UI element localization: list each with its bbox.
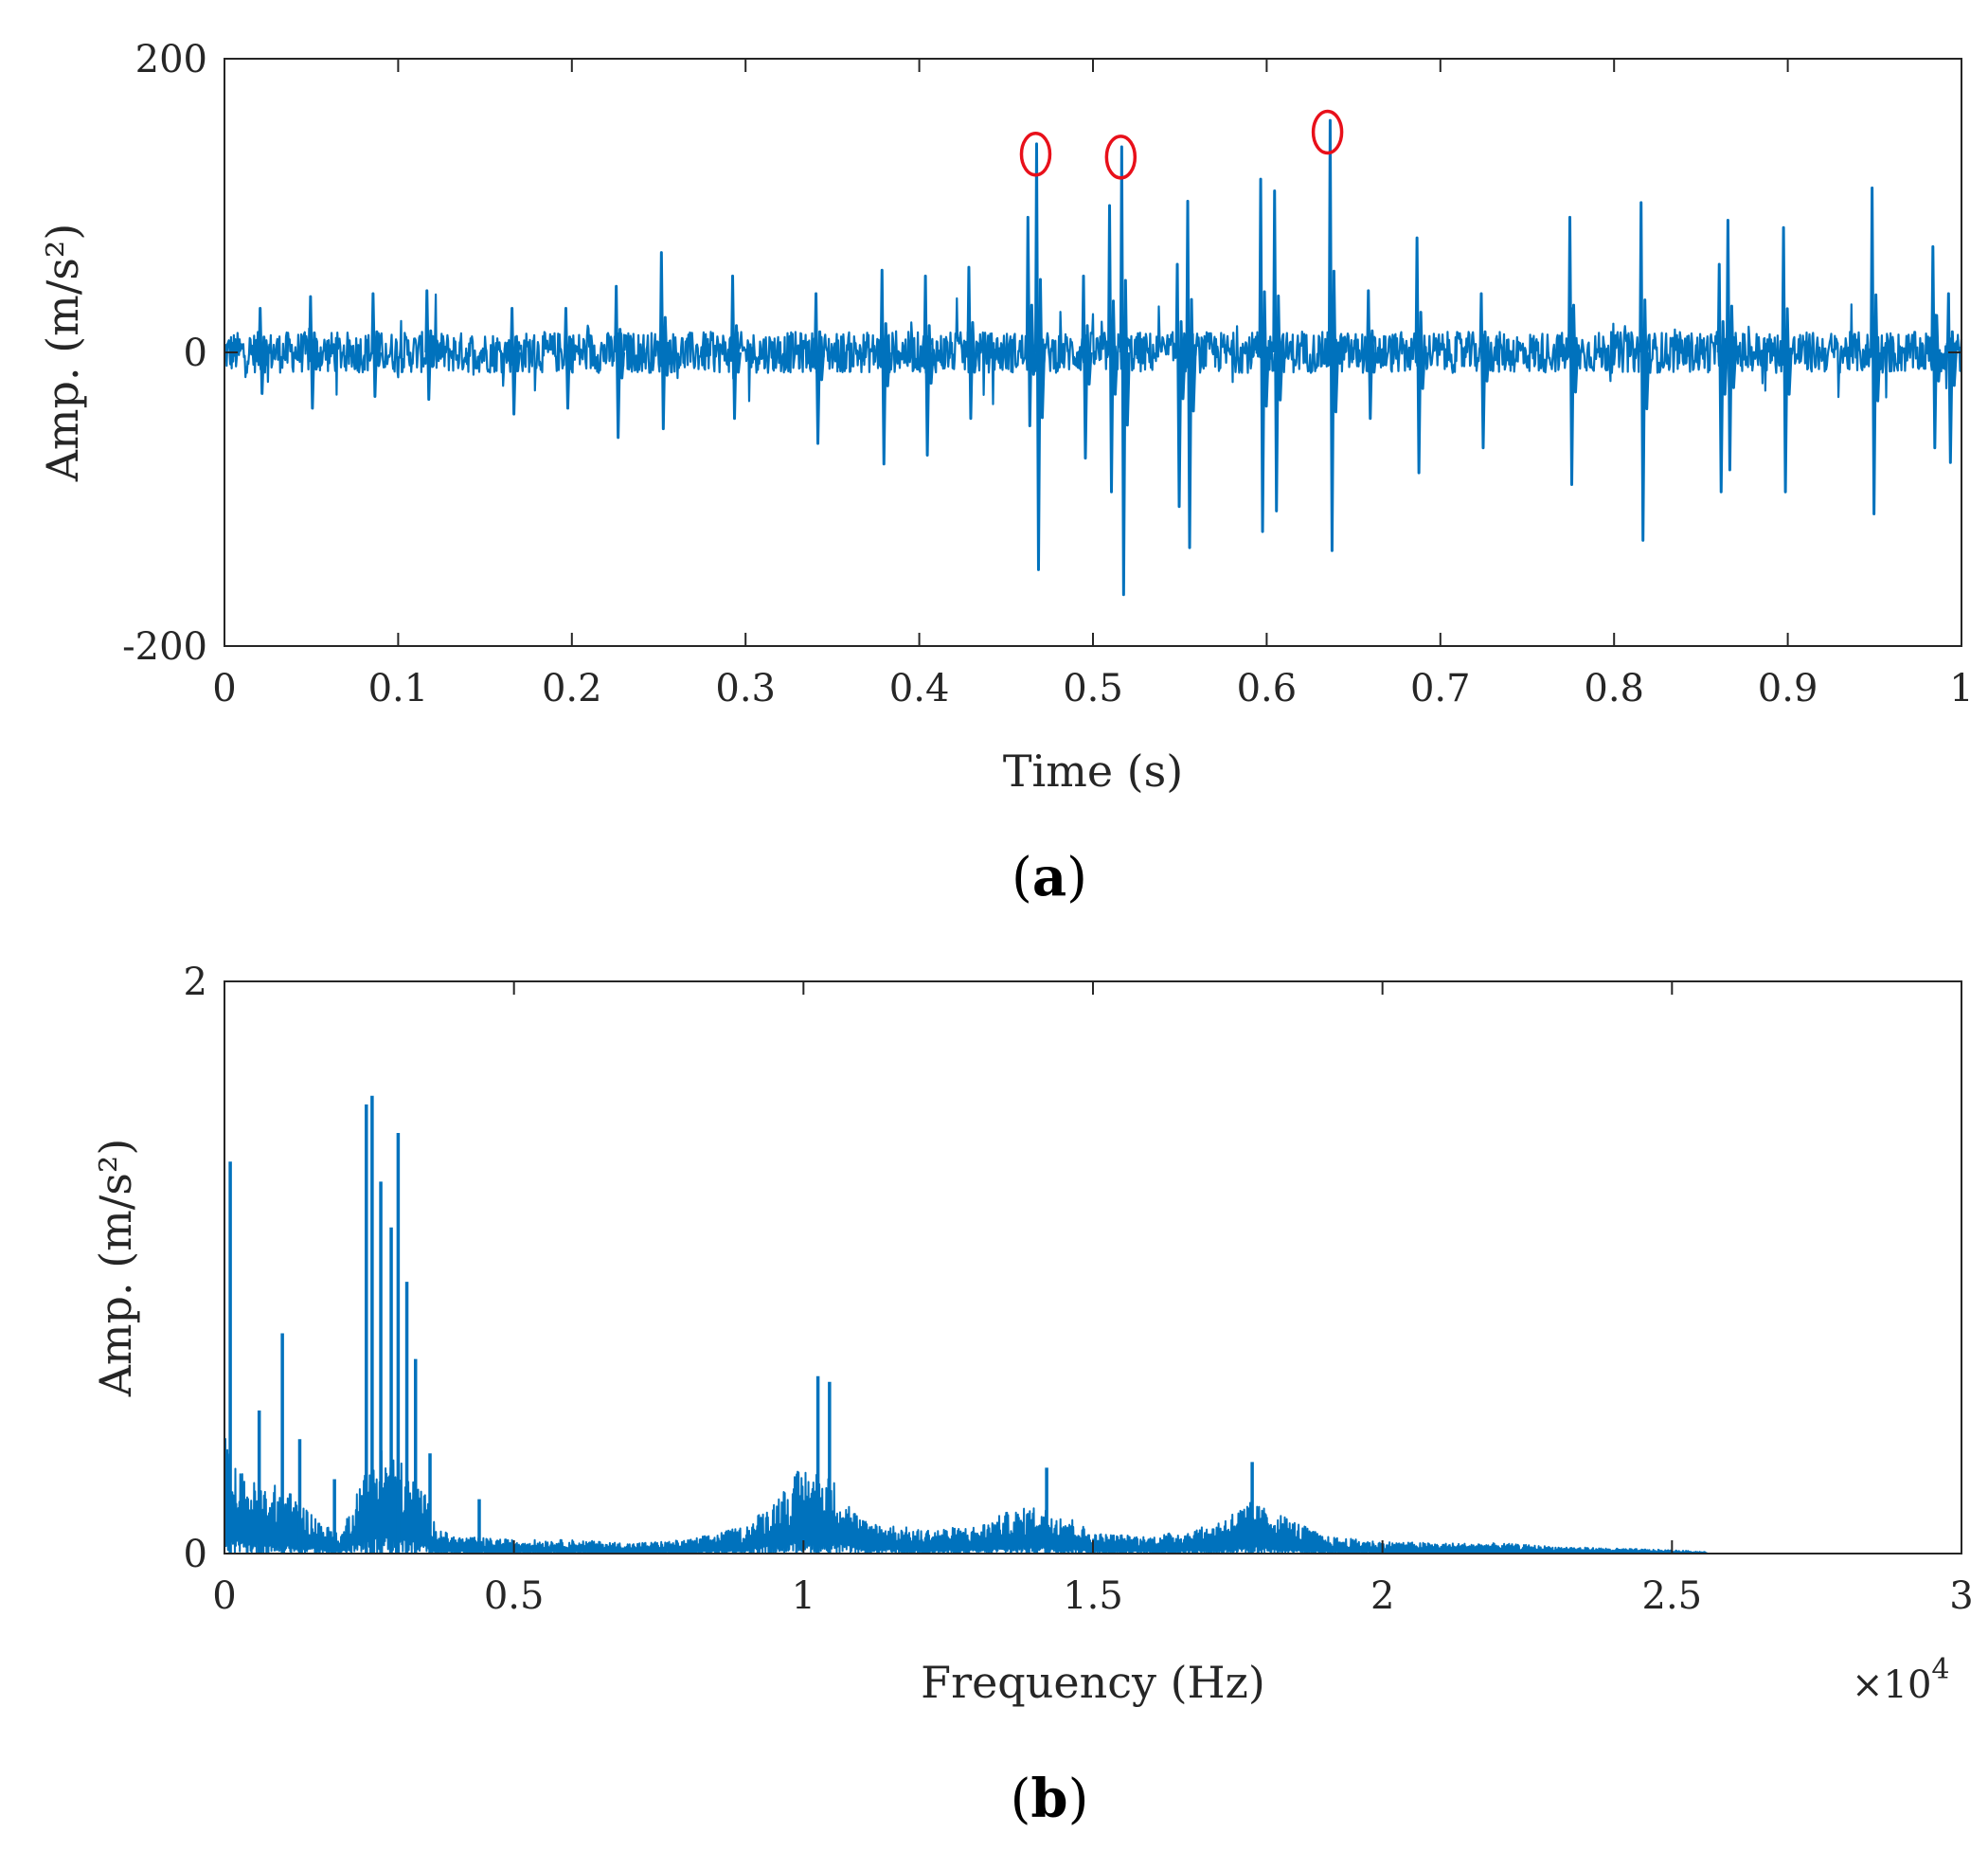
signal-impulse xyxy=(1478,292,1491,450)
panel-a-y-ticks: -200 0 200 xyxy=(122,38,1961,669)
spectrum-trace xyxy=(224,1438,1708,1554)
panel-b-x-multiplier: ×104 xyxy=(1852,1653,1950,1707)
x-tick-label: 0.1 xyxy=(368,667,429,710)
signal-impulse xyxy=(1414,236,1426,475)
signal-impulse xyxy=(510,307,522,416)
panel-a-peak-markers xyxy=(1019,109,1344,180)
signal-impulse xyxy=(1107,204,1119,494)
signal-impulse xyxy=(1119,145,1131,597)
peak-marker-ellipse xyxy=(1311,109,1344,155)
y-tick-label: 2 xyxy=(184,961,207,1004)
x-tick-label: 0.9 xyxy=(1758,667,1818,710)
panel-b-y-ticks: 02 xyxy=(184,961,1961,1576)
panel-b-letter: b xyxy=(1030,1768,1067,1830)
signal-impulse xyxy=(614,284,626,440)
signal-impulse xyxy=(1366,289,1378,421)
x-tick-label: 1 xyxy=(792,1574,815,1618)
panel-b: 0 0.5 1 1.5 2 2.5 3 02 Frequency (Hz) Amp. (m/… xyxy=(90,961,1974,1830)
signal-impulse xyxy=(922,274,935,457)
x-tick-label: 0.8 xyxy=(1584,667,1644,710)
signal-impulse xyxy=(1716,262,1728,494)
x-tick-label: 0.5 xyxy=(484,1574,545,1618)
signal-impulse xyxy=(879,268,891,466)
signal-impulse xyxy=(1272,189,1284,512)
signal-impulse xyxy=(1567,215,1580,486)
signal-impulse xyxy=(1639,201,1651,542)
signal-impulse xyxy=(1945,292,1958,464)
y-tick-label: 200 xyxy=(135,38,207,81)
panel-b-x-axis-label: Frequency (Hz) xyxy=(921,1657,1265,1708)
signal-impulse xyxy=(1327,118,1339,552)
x-tick-label: 0.6 xyxy=(1237,667,1298,710)
signal-impulse xyxy=(1930,244,1943,450)
panel-b-y-axis-label: Amp. (m/s²) xyxy=(90,1139,141,1398)
x-tick-label: 0.3 xyxy=(715,667,776,710)
x-tick-label: 1.5 xyxy=(1063,1574,1123,1618)
peak-marker-ellipse xyxy=(1104,135,1137,180)
signal-impulse xyxy=(1781,225,1793,494)
x-tick-label: 2.5 xyxy=(1642,1574,1703,1618)
signal-impulse xyxy=(966,265,978,421)
y-tick-label: -200 xyxy=(122,625,207,669)
peak-marker-ellipse xyxy=(1019,132,1052,177)
signal-impulse xyxy=(1033,142,1046,571)
signal-impulse xyxy=(1185,199,1197,549)
panel-a-letter: a xyxy=(1032,846,1066,908)
x-tick-label: 0.4 xyxy=(889,667,950,710)
panel-b-x-ticks: 0 0.5 1 1.5 2 2.5 3 xyxy=(212,981,1974,1618)
signal-impulse xyxy=(1025,215,1037,427)
x-tick-label: 0 xyxy=(212,667,236,710)
panel-b-plot-area xyxy=(224,1095,1708,1554)
panel-a-caption: (a) xyxy=(1012,846,1087,908)
signal-impulse xyxy=(814,292,826,445)
panel-b-x-multiplier-exponent: 4 xyxy=(1931,1653,1949,1686)
panel-b-caption: (b) xyxy=(1011,1768,1089,1830)
x-tick-label: 1 xyxy=(1949,667,1973,710)
x-tick-label: 2 xyxy=(1370,1574,1394,1618)
y-tick-label: 0 xyxy=(184,1533,207,1576)
signal-impulse xyxy=(1870,186,1882,515)
panel-b-x-multiplier-base: ×10 xyxy=(1852,1663,1931,1707)
signal-impulse xyxy=(563,307,575,410)
signal-impulse xyxy=(658,251,671,431)
panel-a-x-ticks: 0 0.1 0.2 0.3 0.4 0.5 0.6 0.7 0.8 0.9 1 xyxy=(212,59,1974,710)
x-tick-label: 0 xyxy=(212,1574,236,1618)
signal-impulse xyxy=(730,274,743,421)
x-tick-label: 0.5 xyxy=(1063,667,1123,710)
signal-impulse xyxy=(370,292,383,398)
signal-impulse xyxy=(1725,219,1737,472)
x-tick-label: 0.2 xyxy=(542,667,602,710)
x-tick-label: 3 xyxy=(1949,1574,1973,1618)
panel-a-plot-area xyxy=(224,118,1963,597)
signal-impulse xyxy=(424,289,437,402)
y-tick-label: 0 xyxy=(184,332,207,375)
panel-a-x-axis-label: Time (s) xyxy=(1003,746,1183,797)
x-tick-label: 0.7 xyxy=(1410,667,1471,710)
signal-impulse xyxy=(308,295,320,410)
panel-a-y-axis-label: Amp. (m/s²) xyxy=(37,224,88,483)
signal-impulse xyxy=(258,307,270,395)
signal-impulse xyxy=(1081,274,1093,460)
signal-impulse xyxy=(1258,177,1270,533)
signal-impulse xyxy=(1174,262,1187,509)
